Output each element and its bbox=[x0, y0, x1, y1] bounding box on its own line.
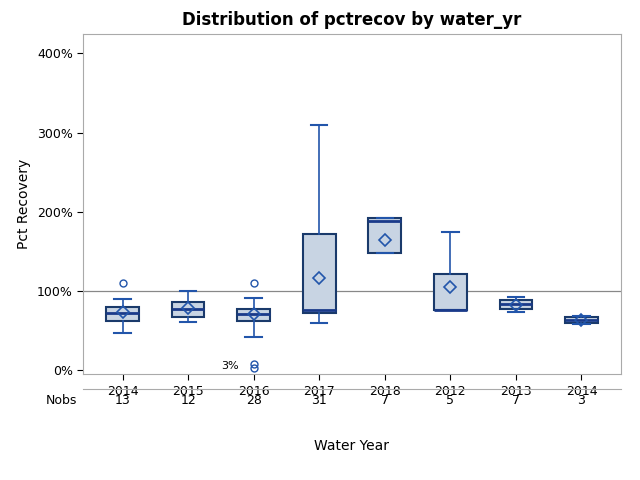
PathPatch shape bbox=[565, 317, 598, 323]
Text: 13: 13 bbox=[115, 394, 131, 408]
Text: 5: 5 bbox=[446, 394, 454, 408]
Text: Nobs: Nobs bbox=[45, 394, 77, 408]
PathPatch shape bbox=[106, 307, 139, 321]
PathPatch shape bbox=[237, 309, 270, 321]
PathPatch shape bbox=[303, 234, 335, 313]
Text: 31: 31 bbox=[311, 394, 327, 408]
Text: 12: 12 bbox=[180, 394, 196, 408]
X-axis label: Water Year: Water Year bbox=[314, 440, 390, 454]
Title: Distribution of pctrecov by water_yr: Distribution of pctrecov by water_yr bbox=[182, 11, 522, 29]
Text: 7: 7 bbox=[381, 394, 388, 408]
PathPatch shape bbox=[499, 300, 532, 310]
Text: 7: 7 bbox=[512, 394, 520, 408]
Text: 28: 28 bbox=[246, 394, 262, 408]
Y-axis label: Pct Recovery: Pct Recovery bbox=[17, 159, 31, 249]
PathPatch shape bbox=[369, 218, 401, 253]
Text: 3%: 3% bbox=[221, 361, 239, 371]
PathPatch shape bbox=[434, 274, 467, 310]
Text: 3: 3 bbox=[577, 394, 586, 408]
PathPatch shape bbox=[172, 302, 205, 316]
